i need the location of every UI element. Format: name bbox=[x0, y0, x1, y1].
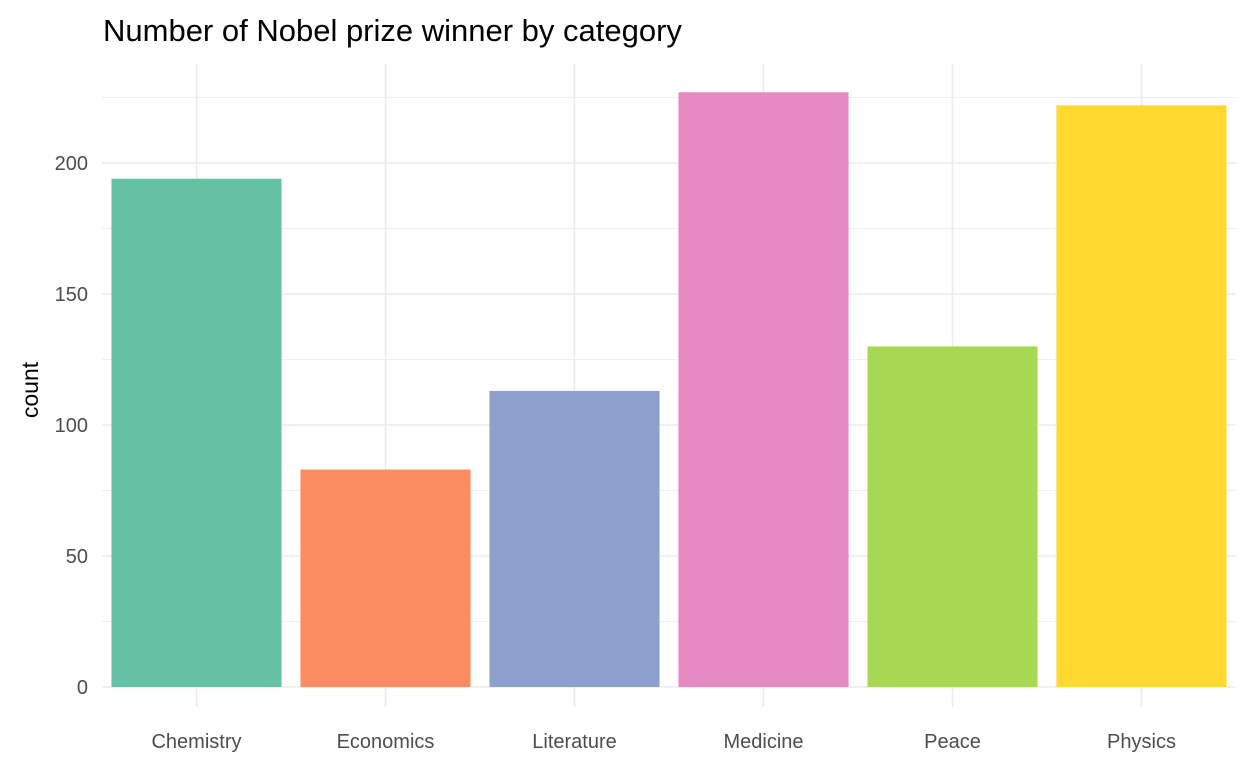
y-axis-label: count bbox=[17, 361, 43, 418]
bars bbox=[111, 92, 1227, 688]
x-tick-label: Economics bbox=[337, 731, 435, 753]
x-tick-label: Literature bbox=[532, 731, 617, 753]
bar-literature bbox=[489, 390, 660, 687]
x-tick-labels: Chemistry Economics Literature Medicine Peac… bbox=[151, 731, 1175, 753]
y-tick-label: 0 bbox=[77, 677, 88, 699]
y-tick-label: 150 bbox=[55, 284, 88, 306]
chart-title: Number of Nobel prize winner by category bbox=[103, 13, 682, 48]
x-tick-label: Peace bbox=[924, 731, 981, 753]
y-tick-label: 50 bbox=[66, 546, 88, 568]
x-tick-label: Chemistry bbox=[151, 731, 241, 753]
y-tick-label: 200 bbox=[55, 153, 88, 175]
y-tick-label: 100 bbox=[55, 415, 88, 437]
x-tick-label: Medicine bbox=[723, 731, 803, 753]
bar-peace bbox=[867, 346, 1038, 687]
bar-physics bbox=[1056, 105, 1227, 688]
bar-chemistry bbox=[111, 178, 282, 687]
x-tick-label: Physics bbox=[1107, 731, 1176, 753]
y-tick-labels: 0 50 100 150 200 bbox=[55, 153, 88, 699]
bar-medicine bbox=[678, 92, 849, 687]
bar-economics bbox=[300, 469, 471, 687]
